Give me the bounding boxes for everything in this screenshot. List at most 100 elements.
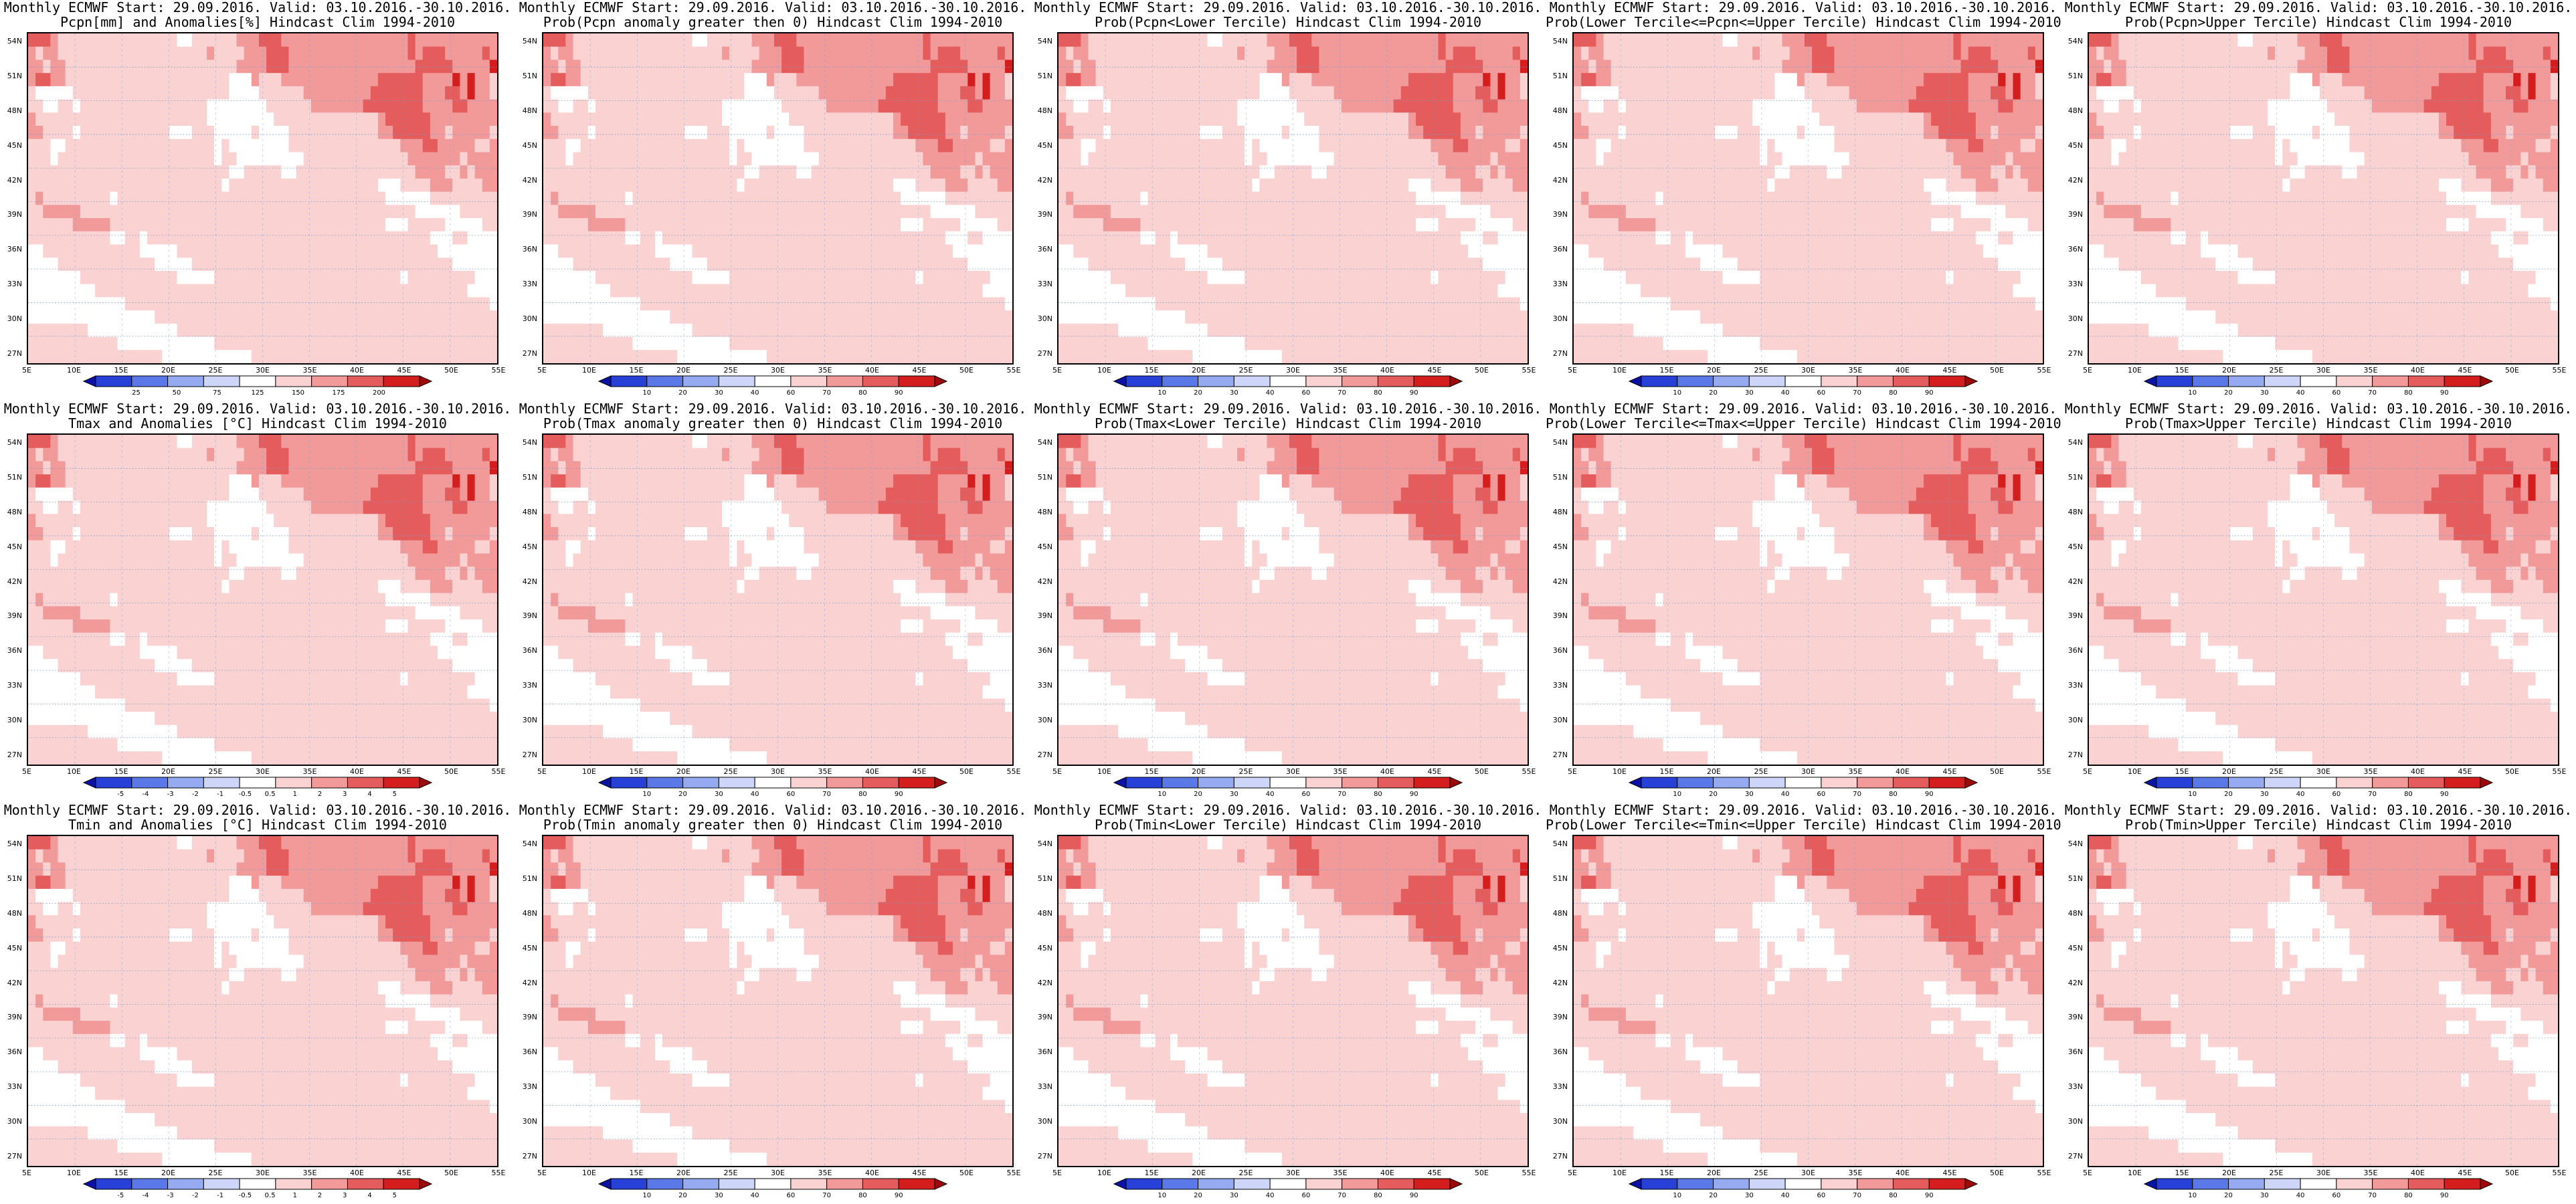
- colorbar-tick-label: -0.5: [232, 1192, 258, 1200]
- latitude-tick-label: 42N: [2061, 577, 2083, 586]
- latitude-tick-label: 33N: [1546, 682, 1568, 690]
- latitude-tick-label: 39N: [515, 1013, 537, 1021]
- longitude-tick-label: 20E: [670, 367, 697, 375]
- colorbar-swatch: [1342, 375, 1378, 387]
- latitude-tick-label: 48N: [0, 106, 22, 115]
- colorbar-swatch: [1713, 375, 1750, 387]
- longitude-tick-label: 20E: [2216, 1169, 2243, 1177]
- colorbar-tick-label: 30: [1220, 1192, 1247, 1200]
- colorbar-swatch: [2372, 375, 2409, 387]
- panel-title-line1: Monthly ECMWF Start: 29.09.2016. Valid: …: [0, 401, 515, 417]
- colorbar-tick-label: 0.5: [257, 791, 284, 799]
- latitude-tick-label: 36N: [1030, 647, 1052, 655]
- colorbar-tick-label: 10: [1664, 791, 1691, 799]
- latitude-tick-label: 48N: [0, 909, 22, 918]
- latitude-tick-label: 39N: [0, 211, 22, 219]
- latitude-tick-label: 33N: [515, 280, 537, 288]
- latitude-tick-label: 33N: [0, 682, 22, 690]
- colorbar-high-arrow: [1964, 375, 1979, 387]
- colorbar-tick-label: 80: [1364, 791, 1391, 799]
- latitude-tick-label: 36N: [0, 647, 22, 655]
- longitude-tick-label: 40E: [859, 1169, 886, 1177]
- colorbar-swatch: [95, 375, 132, 387]
- latitude-tick-label: 42N: [1030, 176, 1052, 185]
- colorbar-tick-label: 80: [849, 389, 876, 397]
- longitude-tick-label: 55E: [1515, 367, 1542, 375]
- panel-title-line1: Monthly ECMWF Start: 29.09.2016. Valid: …: [1030, 803, 1546, 818]
- colorbar-swatch: [1198, 375, 1234, 387]
- colorbar-swatch: [2192, 375, 2229, 387]
- latitude-tick-label: 39N: [0, 612, 22, 620]
- colorbar-swatch: [826, 1178, 863, 1190]
- colorbar-swatch: [2156, 375, 2193, 387]
- latitude-tick-label: 42N: [515, 979, 537, 987]
- latitude-tick-label: 30N: [1030, 1118, 1052, 1126]
- colorbar-tick-label: 60: [1808, 389, 1835, 397]
- map-plot-area: [542, 835, 1014, 1167]
- longitude-tick-label: 55E: [485, 1169, 512, 1177]
- latitude-tick-label: 36N: [1546, 647, 1568, 655]
- colorbar-tick-label: 3: [331, 791, 358, 799]
- colorbar-tick-label: 90: [885, 791, 912, 799]
- latitude-tick-label: 48N: [2061, 508, 2083, 516]
- colorbar-tick-label: 10: [1149, 389, 1176, 397]
- panel-title-line1: Monthly ECMWF Start: 29.09.2016. Valid: …: [1030, 401, 1546, 417]
- colorbar-low-arrow: [2143, 1178, 2157, 1190]
- latitude-tick-label: 33N: [2061, 280, 2083, 288]
- latitude-tick-label: 39N: [2061, 612, 2083, 620]
- longitude-tick-label: 40E: [2405, 1169, 2431, 1177]
- latitude-tick-label: 45N: [1546, 141, 1568, 150]
- longitude-tick-label: 40E: [1890, 1169, 1916, 1177]
- latitude-tick-label: 30N: [1546, 1118, 1568, 1126]
- colorbar-tick-label: 70: [814, 389, 840, 397]
- longitude-tick-label: 40E: [344, 1169, 371, 1177]
- longitude-tick-label: 5E: [13, 1169, 40, 1177]
- anomaly-field: [543, 33, 1012, 363]
- latitude-tick-label: 27N: [0, 350, 22, 358]
- longitude-tick-label: 10E: [2122, 367, 2148, 375]
- latitude-tick-label: 30N: [2061, 1118, 2083, 1126]
- latitude-tick-label: 33N: [1030, 280, 1052, 288]
- longitude-tick-label: 50E: [1469, 768, 1495, 776]
- map-plot-area: [2088, 433, 2559, 766]
- longitude-tick-label: 55E: [1000, 367, 1027, 375]
- map-plot-area: [27, 32, 498, 365]
- latitude-tick-label: 54N: [515, 37, 537, 45]
- colorbar-tick-label: 175: [325, 389, 352, 397]
- colorbar-swatch: [2300, 1178, 2337, 1190]
- latitude-tick-label: 30N: [1546, 716, 1568, 724]
- colorbar-swatches: [1113, 777, 1463, 789]
- colorbar: 10 20 30 40 60 70 80 90: [2143, 777, 2494, 801]
- longitude-tick-label: 50E: [2499, 1169, 2526, 1177]
- latitude-tick-label: 48N: [515, 508, 537, 516]
- colorbar-tick-label: 10: [2179, 1192, 2206, 1200]
- colorbar-swatch: [203, 375, 240, 387]
- colorbar: 10 20 30 40 60 70 80 90: [1628, 375, 1979, 400]
- colorbar-swatch: [610, 375, 648, 387]
- longitude-tick-label: 55E: [2031, 1169, 2057, 1177]
- colorbar-tick-label: 4: [357, 791, 383, 799]
- latitude-tick-label: 45N: [0, 542, 22, 551]
- longitude-tick-label: 35E: [296, 367, 323, 375]
- longitude-tick-label: 10E: [61, 768, 88, 776]
- longitude-tick-label: 15E: [623, 1169, 650, 1177]
- colorbar-tick-label: 30: [1736, 389, 1762, 397]
- latitude-tick-label: 54N: [2061, 439, 2083, 447]
- longitude-tick-label: 10E: [61, 1169, 88, 1177]
- colorbar-swatch: [1857, 375, 1894, 387]
- colorbar-tick-label: 90: [885, 389, 912, 397]
- colorbar-swatch: [1269, 375, 1307, 387]
- colorbar-swatch: [1413, 1178, 1451, 1190]
- colorbar: 10 20 30 40 60 70 80 90: [597, 777, 948, 801]
- panel-title-line2: Prob(Tmin<Lower Tercile) Hindcast Clim 1…: [1030, 817, 1546, 833]
- latitude-tick-label: 27N: [1546, 350, 1568, 358]
- longitude-tick-label: 45E: [391, 367, 418, 375]
- longitude-tick-label: 25E: [1748, 1169, 1774, 1177]
- colorbar-swatch: [2192, 1178, 2229, 1190]
- latitude-tick-label: 51N: [2061, 72, 2083, 80]
- longitude-tick-label: 20E: [155, 1169, 182, 1177]
- latitude-tick-label: 48N: [1546, 106, 1568, 115]
- latitude-tick-label: 54N: [2061, 37, 2083, 45]
- colorbar-swatch: [1305, 375, 1343, 387]
- colorbar-tick-label: 80: [1879, 1192, 1906, 1200]
